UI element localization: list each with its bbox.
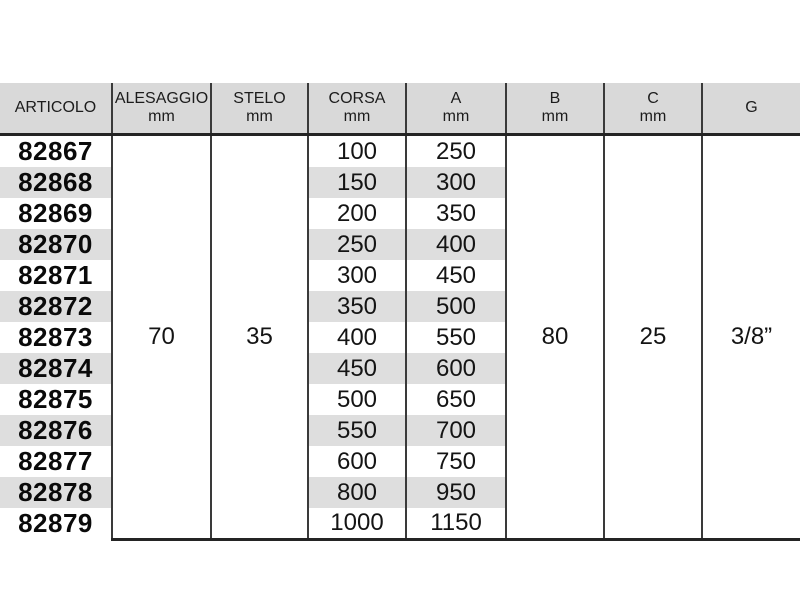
column-header-label: A xyxy=(450,90,462,107)
articolo-cell: 82872 xyxy=(0,291,112,322)
column-header-unit: mm xyxy=(541,108,569,125)
table-header-row: ARTICOLO ALESAGGIO mm STELO mm CORSA mm … xyxy=(0,83,800,136)
b-merged-cell: 80 xyxy=(505,134,604,541)
column-header-corsa: CORSA mm xyxy=(307,83,406,136)
column-header-b: B mm xyxy=(505,83,604,136)
a-cell: 550 xyxy=(405,322,506,353)
a-cell: 300 xyxy=(405,167,506,198)
corsa-cell: 550 xyxy=(307,415,406,446)
stelo-merged-cell: 35 xyxy=(210,134,308,541)
column-header-unit: mm xyxy=(148,108,175,125)
corsa-cell: 1000 xyxy=(307,508,406,541)
table-row: 82871 300 450 xyxy=(0,260,800,291)
articolo-cell: 82870 xyxy=(0,229,112,260)
table-row: 82876 550 700 xyxy=(0,415,800,446)
corsa-cell: 150 xyxy=(307,167,406,198)
articolo-cell: 82867 xyxy=(0,134,112,167)
column-header-stelo: STELO mm xyxy=(210,83,308,136)
table-row: 82878 800 950 xyxy=(0,477,800,508)
corsa-cell: 200 xyxy=(307,198,406,229)
articolo-cell: 82873 xyxy=(0,322,112,353)
table-row: 82869 200 350 xyxy=(0,198,800,229)
a-cell: 350 xyxy=(405,198,506,229)
column-header-label: CORSA xyxy=(328,90,386,107)
table-row: 82873 400 550 xyxy=(0,322,800,353)
g-merged-cell: 3/8” xyxy=(701,134,800,541)
column-header-unit: mm xyxy=(639,108,667,125)
table-row: 82868 150 300 xyxy=(0,167,800,198)
a-cell: 650 xyxy=(405,384,506,415)
a-cell: 500 xyxy=(405,291,506,322)
column-header-label: ALESAGGIO xyxy=(114,90,209,107)
table-row: 82875 500 650 xyxy=(0,384,800,415)
table-row: 82879 1000 1150 xyxy=(0,508,800,541)
corsa-cell: 450 xyxy=(307,353,406,384)
articolo-cell: 82876 xyxy=(0,415,112,446)
column-header-a: A mm xyxy=(405,83,506,136)
column-header-label: C xyxy=(647,90,659,107)
column-header-label: ARTICOLO xyxy=(14,99,97,116)
table-row: 82877 600 750 xyxy=(0,446,800,477)
corsa-cell: 500 xyxy=(307,384,406,415)
table-row: 82867 70 35 100 250 80 25 3/8” xyxy=(0,134,800,541)
a-cell: 750 xyxy=(405,446,506,477)
corsa-cell: 800 xyxy=(307,477,406,508)
corsa-cell: 400 xyxy=(307,322,406,353)
c-merged-cell: 25 xyxy=(603,134,702,541)
column-header-label: B xyxy=(549,90,561,107)
alesaggio-merged-cell: 70 xyxy=(111,134,211,541)
a-cell: 450 xyxy=(405,260,506,291)
articolo-cell: 82877 xyxy=(0,446,112,477)
corsa-cell: 100 xyxy=(307,134,406,167)
corsa-cell: 600 xyxy=(307,446,406,477)
a-cell: 600 xyxy=(405,353,506,384)
a-cell: 400 xyxy=(405,229,506,260)
spec-table: ARTICOLO ALESAGGIO mm STELO mm CORSA mm … xyxy=(0,83,800,541)
a-cell: 700 xyxy=(405,415,506,446)
table-row: 82872 350 500 xyxy=(0,291,800,322)
articolo-cell: 82868 xyxy=(0,167,112,198)
table-body: 82867 70 35 100 250 80 25 3/8” 82868 150… xyxy=(0,134,800,541)
corsa-cell: 250 xyxy=(307,229,406,260)
column-header-alesaggio: ALESAGGIO mm xyxy=(111,83,211,136)
articolo-cell: 82875 xyxy=(0,384,112,415)
table-row: 82874 450 600 xyxy=(0,353,800,384)
a-cell: 1150 xyxy=(405,508,506,541)
articolo-cell: 82878 xyxy=(0,477,112,508)
column-header-unit: mm xyxy=(442,108,470,125)
articolo-cell: 82869 xyxy=(0,198,112,229)
a-cell: 250 xyxy=(405,134,506,167)
column-header-unit: mm xyxy=(246,108,273,125)
articolo-cell: 82879 xyxy=(0,508,112,539)
column-header-label: G xyxy=(745,99,758,116)
column-header-g: G xyxy=(701,83,800,136)
column-header-unit: mm xyxy=(343,108,371,125)
a-cell: 950 xyxy=(405,477,506,508)
column-header-c: C mm xyxy=(603,83,702,136)
column-header-articolo: ARTICOLO xyxy=(0,83,112,136)
corsa-cell: 300 xyxy=(307,260,406,291)
corsa-cell: 350 xyxy=(307,291,406,322)
articolo-cell: 82871 xyxy=(0,260,112,291)
column-header-label: STELO xyxy=(233,90,286,107)
articolo-cell: 82874 xyxy=(0,353,112,384)
table-row: 82870 250 400 xyxy=(0,229,800,260)
